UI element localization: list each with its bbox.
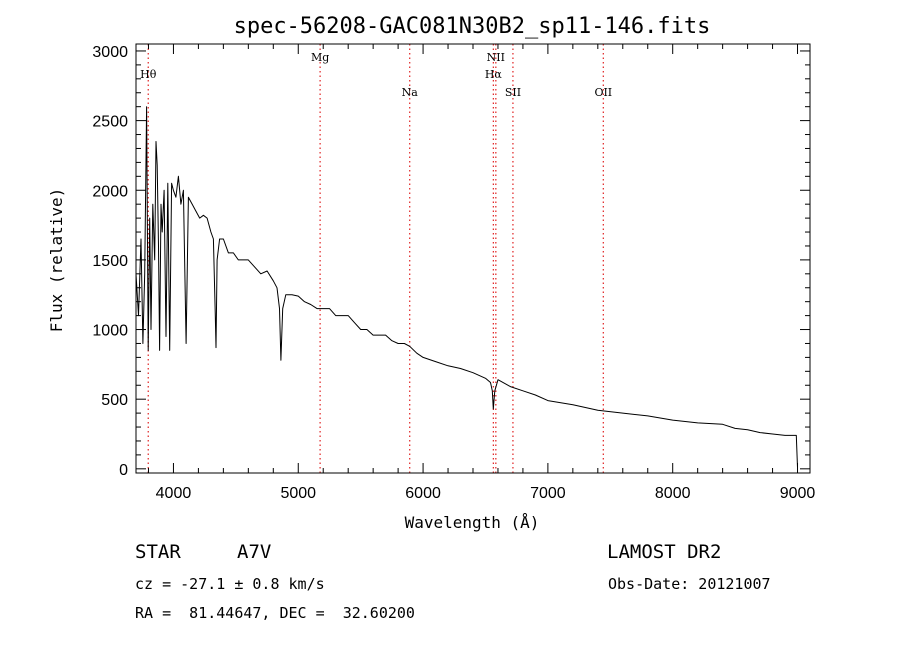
x-tick-label: 5000 <box>280 485 316 502</box>
chart-title: spec-56208-GAC081N30B2_sp11-146.fits <box>234 14 711 39</box>
reference-line-label-1: Mg <box>311 51 329 64</box>
survey-name: LAMOST DR2 <box>607 541 722 563</box>
y-tick-label: 2000 <box>92 183 128 200</box>
x-tick-label: 4000 <box>156 485 192 502</box>
reference-line-label-2: Na <box>402 86 419 99</box>
x-tick-label: 8000 <box>655 485 691 502</box>
x-axis-label: Wavelength (Å) <box>405 513 540 532</box>
spectrum-chart: spec-56208-GAC081N30B2_sp11-146.fits Wav… <box>47 14 816 532</box>
spectral-subclass: A7V <box>237 541 272 563</box>
y-tick-label: 500 <box>101 392 128 409</box>
object-class: STAR <box>135 541 181 563</box>
reference-line-label-5: SII <box>505 86 521 99</box>
x-axis-ticks: 4000 5000 6000 7000 8000 9000 <box>147 44 816 502</box>
y-tick-label: 1000 <box>92 323 128 340</box>
y-tick-label: 3000 <box>92 44 128 61</box>
y-tick-label: 0 <box>119 462 128 479</box>
spectrum-series-0 <box>135 106 798 468</box>
reference-line-label-4: Hα <box>485 68 503 81</box>
obs-date: Obs-Date: 20121007 <box>608 575 771 593</box>
reference-line-label-6: OII <box>594 86 612 99</box>
y-axis-ticks: 0 500 1000 1500 2000 2500 3000 <box>92 44 810 479</box>
reference-lines <box>147 44 604 473</box>
reference-line-label-0: Hθ <box>140 68 157 81</box>
reference-line-label-3: NII <box>487 51 505 64</box>
series-layer <box>135 106 798 468</box>
y-tick-label: 1500 <box>92 253 128 270</box>
x-tick-label: 6000 <box>405 485 441 502</box>
x-tick-label: 9000 <box>780 485 816 502</box>
coordinates-readout: RA = 81.44647, DEC = 32.60200 <box>135 604 415 622</box>
redshift-readout: cz = -27.1 ± 0.8 km/s <box>135 575 325 593</box>
y-tick-label: 2500 <box>92 114 128 131</box>
x-tick-label: 7000 <box>530 485 566 502</box>
y-axis-label: Flux (relative) <box>47 188 66 333</box>
